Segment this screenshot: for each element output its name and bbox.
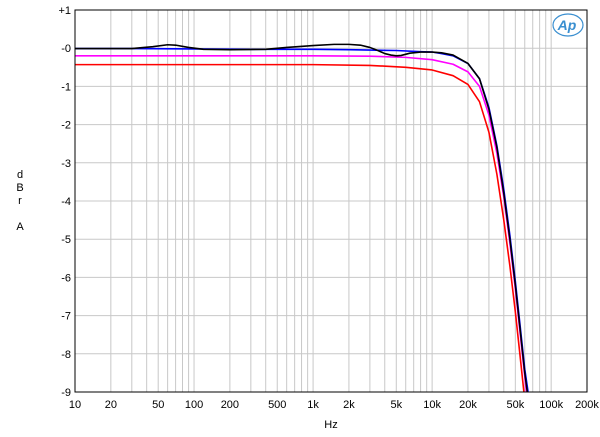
series-line [75, 63, 525, 392]
ap-logo-text: Ap [557, 17, 577, 33]
plot-frame [74, 9, 588, 393]
y-axis-label-char: d [17, 169, 23, 181]
y-axis-label-char: A [16, 221, 24, 233]
y-tick-label: -9 [61, 387, 71, 399]
y-tick-label: -1 [61, 81, 71, 93]
y-tick-label: -7 [61, 311, 71, 323]
y-tick-label: -4 [61, 196, 71, 208]
x-tick-label: 5k [390, 399, 402, 411]
y-axis-label-char: B [16, 182, 23, 194]
y-tick-label: -6 [61, 272, 71, 284]
y-tick-label: -0 [61, 43, 71, 55]
y-tick-labels: +1 -0 -1 -2 -3 -4 -5 -6 -7 -8 -9 [58, 5, 71, 399]
y-tick-label: -2 [61, 120, 71, 132]
x-tick-label: 50k [506, 399, 524, 411]
x-tick-label: 50 [152, 399, 164, 411]
y-tick-label: -3 [61, 158, 71, 170]
x-tick-label: 200 [221, 399, 239, 411]
y-tick-label: -8 [61, 349, 71, 361]
ap-logo-ring [552, 13, 584, 37]
x-axis-label: Hz [324, 419, 337, 431]
ap-logo: Ap [552, 13, 584, 37]
x-tick-label: 20 [105, 399, 117, 411]
x-tick-labels: 10 20 50 100 200 500 1k 2k 5k 10k 20k 50k 100k 200k [69, 399, 600, 411]
x-tick-label: 100 [185, 399, 203, 411]
x-tick-label: 2k [343, 399, 355, 411]
y-tick-label: -5 [61, 234, 71, 246]
x-tick-label: 200k [575, 399, 599, 411]
series-layer [75, 43, 529, 392]
x-tick-label: 10k [423, 399, 441, 411]
x-tick-label: 20k [459, 399, 477, 411]
x-tick-label: 500 [268, 399, 286, 411]
x-tick-label: 1k [307, 399, 319, 411]
x-tick-label: 10 [69, 399, 81, 411]
series-line [75, 55, 528, 392]
x-tick-label: 100k [539, 399, 563, 411]
y-axis-label-char: r [18, 195, 22, 207]
y-tick-label: +1 [58, 5, 71, 17]
series-line [75, 43, 529, 392]
y-axis-label: dBr A [16, 169, 24, 233]
grid-layer [75, 10, 587, 392]
